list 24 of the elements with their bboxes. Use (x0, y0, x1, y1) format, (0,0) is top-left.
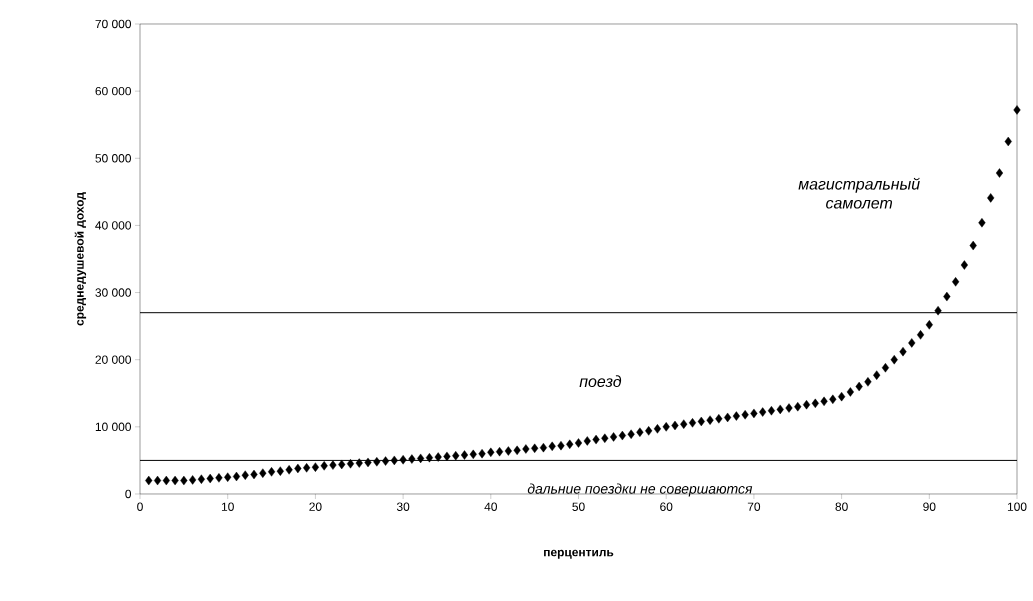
y-tick-label: 10 000 (95, 422, 132, 432)
y-tick-label: 0 (125, 489, 132, 499)
annotation: поезд (579, 375, 622, 388)
x-tick-label: 0 (137, 502, 143, 511)
x-tick-label: 70 (747, 502, 761, 511)
annotation: магистральный самолет (798, 177, 920, 209)
x-tick-label: 90 (923, 502, 936, 511)
x-tick-label: 80 (835, 502, 848, 511)
y-axis-title: среднедушевой доход (74, 192, 87, 326)
x-axis-title: перцентиль (544, 549, 614, 559)
x-tick-label: 40 (484, 502, 497, 511)
y-tick-label: 30 000 (95, 288, 132, 297)
y-tick-label: 40 000 (95, 221, 132, 230)
x-tick-label: 60 (660, 502, 673, 511)
x-tick-label: 10 (221, 502, 234, 511)
x-tick-label: 20 (309, 502, 322, 511)
y-tick-label: 70 000 (95, 19, 132, 29)
y-tick-label: 50 000 (95, 154, 132, 163)
y-tick-label: 20 000 (95, 355, 132, 364)
y-tick-label: 60 000 (95, 86, 132, 96)
x-tick-label: 100 (1007, 502, 1027, 511)
x-tick-label: 30 (396, 502, 410, 511)
x-tick-label: 50 (572, 502, 585, 511)
annotation: дальние поездки не совершаются (527, 483, 753, 497)
